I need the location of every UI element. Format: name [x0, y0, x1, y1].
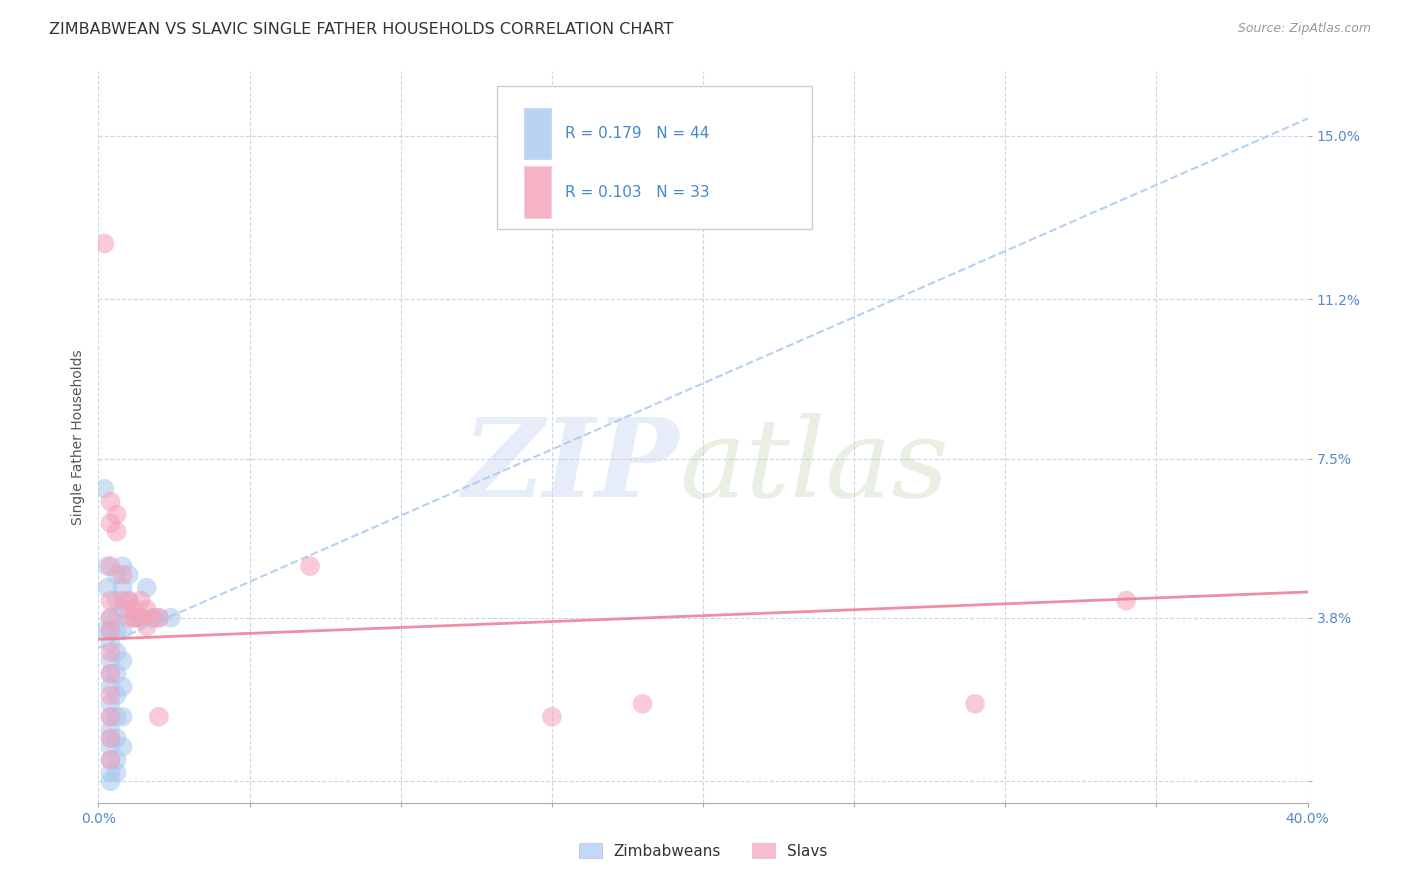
Point — [124, 611, 146, 625]
Point — [100, 611, 122, 625]
Point — [1115, 593, 1137, 607]
Point — [965, 697, 987, 711]
Point — [100, 593, 122, 607]
Text: ZIP: ZIP — [463, 413, 679, 520]
Point — [111, 654, 134, 668]
Point — [111, 680, 134, 694]
Point — [111, 739, 134, 754]
Y-axis label: Single Father Households: Single Father Households — [72, 350, 86, 524]
Point — [100, 624, 122, 638]
Point — [135, 619, 157, 633]
Point — [148, 611, 170, 625]
Point — [540, 710, 562, 724]
Point — [118, 593, 141, 607]
Point — [100, 739, 122, 754]
Point — [100, 494, 122, 508]
Point — [100, 624, 122, 638]
Point — [105, 624, 128, 638]
Point — [100, 753, 122, 767]
FancyBboxPatch shape — [524, 167, 551, 218]
Point — [105, 710, 128, 724]
Point — [105, 593, 128, 607]
Point — [111, 602, 134, 616]
Point — [100, 666, 122, 681]
Text: Source: ZipAtlas.com: Source: ZipAtlas.com — [1237, 22, 1371, 36]
Point — [100, 637, 122, 651]
Point — [142, 611, 165, 625]
Point — [100, 710, 122, 724]
Point — [93, 624, 115, 638]
FancyBboxPatch shape — [498, 86, 811, 228]
Point — [135, 581, 157, 595]
Point — [100, 723, 122, 737]
Text: ZIMBABWEAN VS SLAVIC SINGLE FATHER HOUSEHOLDS CORRELATION CHART: ZIMBABWEAN VS SLAVIC SINGLE FATHER HOUSE… — [49, 22, 673, 37]
Point — [111, 593, 134, 607]
Text: R = 0.103   N = 33: R = 0.103 N = 33 — [565, 185, 710, 200]
Point — [142, 611, 165, 625]
Point — [299, 559, 322, 574]
Point — [100, 666, 122, 681]
Point — [105, 666, 128, 681]
Point — [105, 753, 128, 767]
Point — [100, 753, 122, 767]
Point — [100, 765, 122, 780]
Point — [93, 482, 115, 496]
Point — [105, 567, 128, 582]
Point — [100, 697, 122, 711]
Point — [111, 567, 134, 582]
Point — [118, 567, 141, 582]
Point — [100, 611, 122, 625]
Point — [96, 559, 118, 574]
Point — [100, 731, 122, 746]
Point — [100, 731, 122, 746]
Point — [124, 611, 146, 625]
Point — [124, 602, 146, 616]
Point — [148, 611, 170, 625]
Text: atlas: atlas — [679, 413, 949, 520]
Point — [105, 688, 128, 702]
Point — [118, 611, 141, 625]
Legend: Zimbabweans, Slavs: Zimbabweans, Slavs — [572, 837, 834, 864]
Point — [631, 697, 654, 711]
Point — [111, 559, 134, 574]
Point — [105, 765, 128, 780]
Point — [105, 508, 128, 522]
Point — [100, 680, 122, 694]
Point — [105, 524, 128, 539]
Point — [111, 581, 134, 595]
Text: R = 0.179   N = 44: R = 0.179 N = 44 — [565, 126, 710, 141]
Point — [100, 688, 122, 702]
Point — [100, 516, 122, 530]
Point — [129, 611, 152, 625]
Point — [100, 710, 122, 724]
Point — [111, 624, 134, 638]
Point — [118, 593, 141, 607]
Point — [129, 593, 152, 607]
Point — [100, 559, 122, 574]
Point — [93, 236, 115, 251]
Point — [111, 710, 134, 724]
Point — [100, 645, 122, 659]
Point — [135, 602, 157, 616]
Point — [100, 654, 122, 668]
FancyBboxPatch shape — [524, 108, 551, 159]
Point — [148, 710, 170, 724]
Point — [129, 611, 152, 625]
Point — [96, 581, 118, 595]
Point — [160, 611, 183, 625]
Point — [105, 731, 128, 746]
Point — [105, 611, 128, 625]
Point — [100, 774, 122, 789]
Point — [105, 645, 128, 659]
